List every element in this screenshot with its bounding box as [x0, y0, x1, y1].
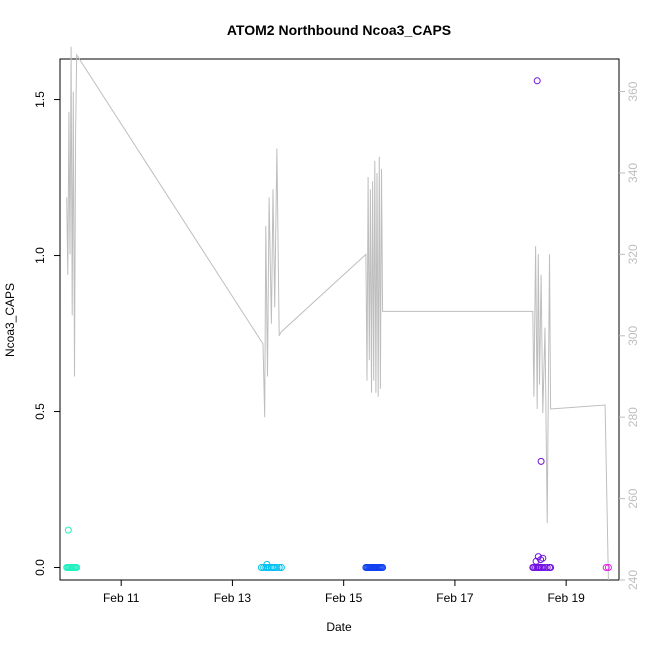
- y2-tick-label: 240: [626, 570, 640, 590]
- data-point: [64, 526, 72, 534]
- x-tick-label: Feb 11: [103, 591, 140, 605]
- y2-tick-label: 340: [626, 163, 640, 183]
- y2-tick-label: 260: [626, 488, 640, 508]
- y2-tick-label: 360: [626, 81, 640, 101]
- y-tick-label: 1.5: [33, 91, 47, 108]
- data-point: [277, 564, 285, 571]
- data-point: [273, 564, 281, 571]
- data-point: [263, 560, 271, 568]
- axes-layer: Feb 11 Feb 13 Feb 15 Feb 17 Feb 19 0.0 0.5 1.0 1…: [33, 81, 640, 605]
- data-point: [275, 564, 283, 571]
- data-point: [271, 564, 279, 571]
- x-tick-label: Feb 19: [547, 591, 585, 605]
- points-layer: [63, 77, 612, 571]
- data-point: [73, 564, 81, 571]
- data-point: [543, 564, 551, 571]
- data-point: [604, 564, 612, 571]
- y2-tick-label: 320: [626, 244, 640, 264]
- y2-tick-label: 280: [626, 407, 640, 427]
- data-point: [537, 457, 545, 465]
- line-layer: [66, 46, 609, 581]
- x-axis-label: Date: [326, 620, 352, 634]
- x-tick-label: Feb 13: [214, 591, 252, 605]
- y-tick-label: 0.5: [33, 403, 47, 420]
- y2-tick-label: 300: [626, 325, 640, 345]
- data-point: [602, 564, 610, 571]
- chart-title: ATOM2 Northbound Ncoa3_CAPS: [227, 22, 451, 38]
- x-tick-label: Feb 15: [325, 591, 363, 605]
- plot-frame: [59, 58, 620, 581]
- data-point: [539, 554, 547, 562]
- series-line: [66, 46, 609, 581]
- y-tick-label: 1.0: [33, 247, 47, 264]
- data-point: [533, 77, 541, 85]
- data-point: [379, 564, 387, 571]
- x-tick-label: Feb 17: [436, 591, 474, 605]
- data-point: [547, 564, 555, 571]
- y-axis-label: Ncoa3_CAPS: [3, 283, 17, 357]
- y-tick-label: 0.0: [33, 559, 47, 576]
- data-point: [539, 564, 547, 571]
